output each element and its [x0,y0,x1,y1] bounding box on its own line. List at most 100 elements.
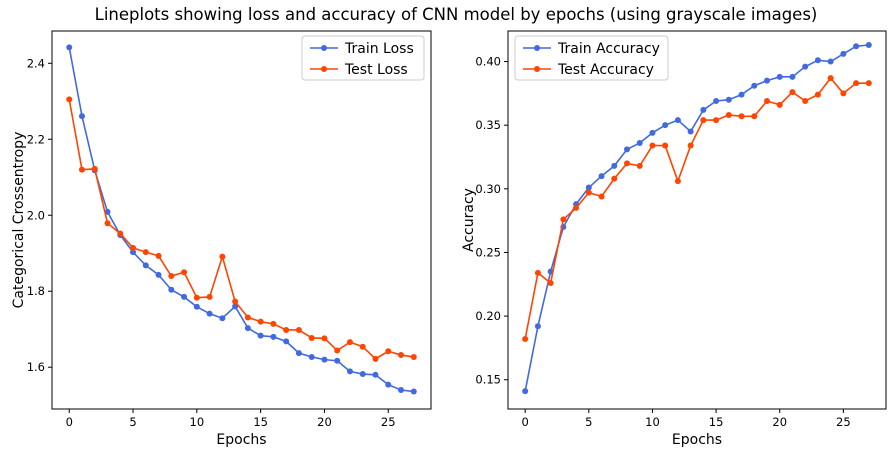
accuracy-legend-label: Test Accuracy [557,62,654,78]
loss-test-point [398,352,405,359]
accuracy-train-point [534,323,541,330]
accuracy-test-point [751,113,758,120]
accuracy-test-point [827,75,834,82]
accuracy-train-point [853,43,860,50]
loss-train-point [66,44,73,51]
accuracy-train-point [624,146,630,153]
accuracy-test-point [598,193,605,200]
accuracy-test-point [814,91,821,98]
loss-axes-frame [51,30,432,410]
accuracy-test-point [547,280,554,286]
loss-train-point [232,303,239,310]
loss-test-point [385,348,392,355]
loss-train-point [359,371,366,378]
accuracy-y-tick-label: 0.40 [475,55,501,69]
loss-train-point [219,315,226,322]
accuracy-train-point [598,173,605,180]
loss-test-point [257,318,264,325]
loss-train-point [270,333,277,340]
loss-x-tick-label: 5 [129,415,136,429]
loss-train-point [385,381,392,388]
accuracy-test-point [624,160,630,167]
loss-legend-label: Test Loss [344,62,408,78]
loss-train-point [181,293,188,300]
accuracy-train-point [636,140,643,146]
accuracy-legend-swatch-marker [534,66,540,72]
loss-test-point [181,269,188,276]
accuracy-train-point [865,42,872,48]
loss-train-point [308,353,315,360]
accuracy-test-point [636,162,643,169]
accuracy-y-tick-label: 0.25 [475,245,501,259]
accuracy-x-tick-label: 5 [585,415,592,429]
loss-test-point [206,293,213,300]
accuracy-train-point [611,162,618,169]
chart-title: Lineplots showing loss and accuracy of C… [95,5,818,24]
accuracy-test-point [573,204,580,211]
loss-test-point [308,334,315,341]
loss-y-tick-label: 1.8 [27,284,45,298]
loss-train-point [130,249,137,256]
accuracy-test-point [802,98,809,104]
accuracy-test-point [585,189,592,196]
accuracy-train-point [725,96,732,103]
accuracy-test-point [840,90,847,97]
accuracy-test-point [611,175,618,182]
accuracy-test-point [725,112,732,118]
loss-test-point [359,343,366,350]
loss-test-point [270,320,277,327]
loss-train-point [155,271,162,278]
loss-x-axis-label: Epochs [216,432,266,448]
accuracy-legend-swatch-marker [534,45,540,51]
accuracy-train-point [700,106,707,113]
loss-test-point [295,326,302,333]
accuracy-train-point [814,57,821,64]
loss-y-tick-label: 2.0 [27,208,45,222]
accuracy-test-point [700,117,707,124]
loss-legend-label: Train Loss [344,41,414,57]
accuracy-test-point [522,336,529,342]
loss-test-point [168,273,175,280]
accuracy-test-point [534,269,541,276]
accuracy-x-tick-label: 15 [709,415,724,429]
loss-train-point [346,368,353,375]
loss-test-point [232,298,239,305]
loss-train-point [372,371,379,378]
loss-test-point [346,339,353,346]
accuracy-series-test-line [524,76,869,340]
accuracy-train-point [738,91,745,98]
accuracy-y-tick-label: 0.15 [475,373,501,387]
accuracy-train-point [522,388,529,395]
loss-test-point [283,326,290,333]
loss-test-point [142,249,149,256]
accuracy-train-point [751,82,758,89]
loss-y-tick-label: 2.4 [27,56,45,70]
loss-test-point [410,353,417,360]
loss-test-point [130,244,137,251]
loss-test-point [104,220,111,227]
loss-train-point [142,262,149,269]
accuracy-test-point [560,216,567,223]
accuracy-train-point [840,50,847,57]
accuracy-train-point [713,98,720,104]
accuracy-test-point [776,101,783,108]
accuracy-x-tick-label: 20 [772,415,787,429]
loss-test-point [244,314,251,321]
accuracy-series-train-line [524,44,869,392]
accuracy-train-point [827,58,834,65]
accuracy-train-point [764,77,770,84]
loss-test-point [66,96,73,103]
loss-train-point [78,113,85,120]
accuracy-plot: 0 5 10 15 20 25 0.15 0.20 0.25 0.30 0.35 0.40 Epochs… [461,30,887,448]
accuracy-test-point [764,98,770,104]
loss-test-point [155,252,162,259]
loss-train-point [398,387,405,394]
accuracy-train-point [776,73,783,80]
accuracy-test-point [662,142,669,149]
loss-y-tick-label: 1.6 [27,360,45,374]
accuracy-x-tick-label: 25 [836,415,851,429]
accuracy-test-point [649,142,656,149]
loss-test-point [78,166,85,173]
loss-test-point [321,335,328,342]
loss-train-point [244,325,251,332]
